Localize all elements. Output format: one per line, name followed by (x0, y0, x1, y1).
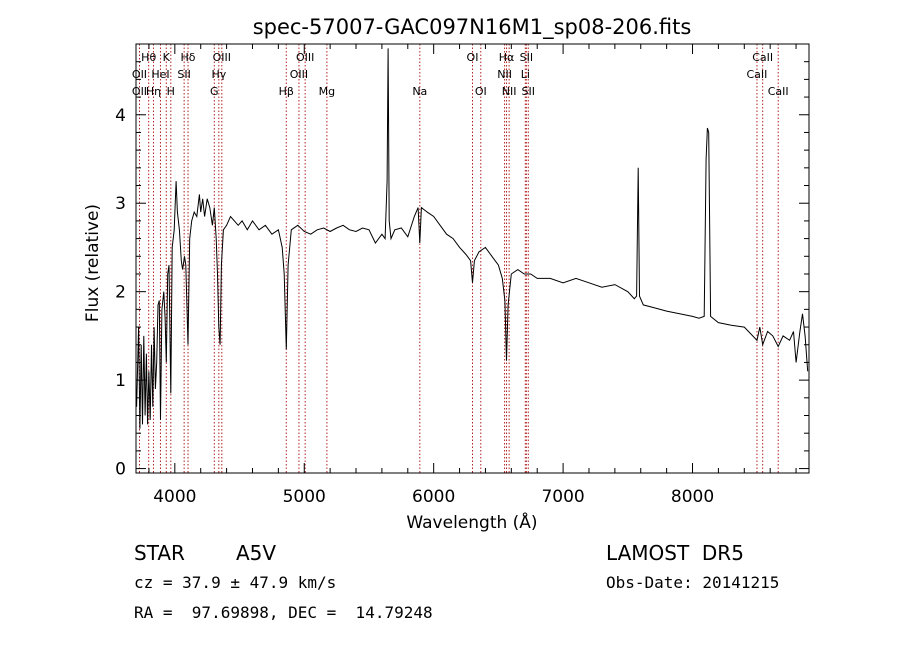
spectral-line-label: OIII (296, 51, 314, 64)
spectral-line-label: NII (502, 85, 517, 98)
observation-date: Obs-Date: 20141215 (606, 573, 780, 592)
spectral-line-label: G (210, 85, 219, 98)
spectral-line-label: Li (521, 68, 530, 81)
spectral-line-label: Hδ (181, 51, 196, 64)
spectral-line-label: Hα (499, 51, 515, 64)
object-class: STAR (134, 541, 185, 565)
y-tick-label: 2 (115, 283, 126, 303)
x-tick-label: 8000 (671, 487, 714, 507)
spectral-line-label: OIII (213, 51, 231, 64)
spectral-line-label: Hγ (211, 68, 226, 81)
object-subclass: A5V (236, 541, 277, 565)
spectral-line-labels: Hθ K Hδ OIII OIII OI Hα SII CaII OII HeI SII Hγ OIII N… (132, 51, 789, 98)
coordinates: RA = 97.69898, DEC = 14.79248 (134, 603, 433, 622)
spectral-line-label: H (167, 85, 175, 98)
y-axis: 0 1 2 3 4 (115, 61, 809, 480)
chart-title: spec-57007-GAC097N16M1_sp08-206.fits (253, 15, 692, 40)
spectral-line-label: Hη (146, 85, 161, 98)
spectrum-line (136, 48, 809, 429)
spectral-line-label: SII (520, 51, 533, 64)
spectral-line-label: Hθ (141, 51, 156, 64)
spectral-line-label: CaII (768, 85, 789, 98)
spectral-line-label: CaII (752, 51, 773, 64)
x-axis: 4000 5000 6000 7000 8000 (148, 44, 797, 507)
spectral-line-label: OII (132, 85, 147, 98)
spectral-line-label: Na (412, 85, 427, 98)
spectral-line-label: CaII (747, 68, 768, 81)
spectral-line-label: K (163, 51, 171, 64)
spectral-line-label: OI (475, 85, 487, 98)
spectral-line-label: OIII (290, 68, 308, 81)
x-tick-label: 5000 (283, 487, 326, 507)
y-tick-label: 0 (115, 460, 126, 480)
spectral-line-markers (138, 44, 779, 473)
y-tick-label: 4 (115, 106, 126, 126)
spectral-line-label: NII (497, 68, 512, 81)
spectral-line-label: Mg (319, 85, 335, 98)
x-tick-label: 4000 (153, 487, 196, 507)
x-tick-label: 6000 (412, 487, 455, 507)
spectral-line-label: SII (522, 85, 535, 98)
spectral-line-label: Hβ (279, 85, 294, 98)
spectral-line-label: OI (467, 51, 479, 64)
spectral-line-label: SII (177, 68, 190, 81)
y-tick-label: 3 (115, 194, 126, 214)
x-tick-label: 7000 (541, 487, 584, 507)
plot-frame (135, 43, 810, 474)
y-tick-label: 1 (115, 371, 126, 391)
survey-release: LAMOST DR5 (606, 541, 744, 565)
redshift-info: cz = 37.9 ± 47.9 km/s (134, 573, 337, 592)
x-axis-label: Wavelength (Å) (406, 511, 537, 533)
spectral-line-label: HeI (151, 68, 169, 81)
y-axis-label: Flux (relative) (83, 204, 103, 322)
